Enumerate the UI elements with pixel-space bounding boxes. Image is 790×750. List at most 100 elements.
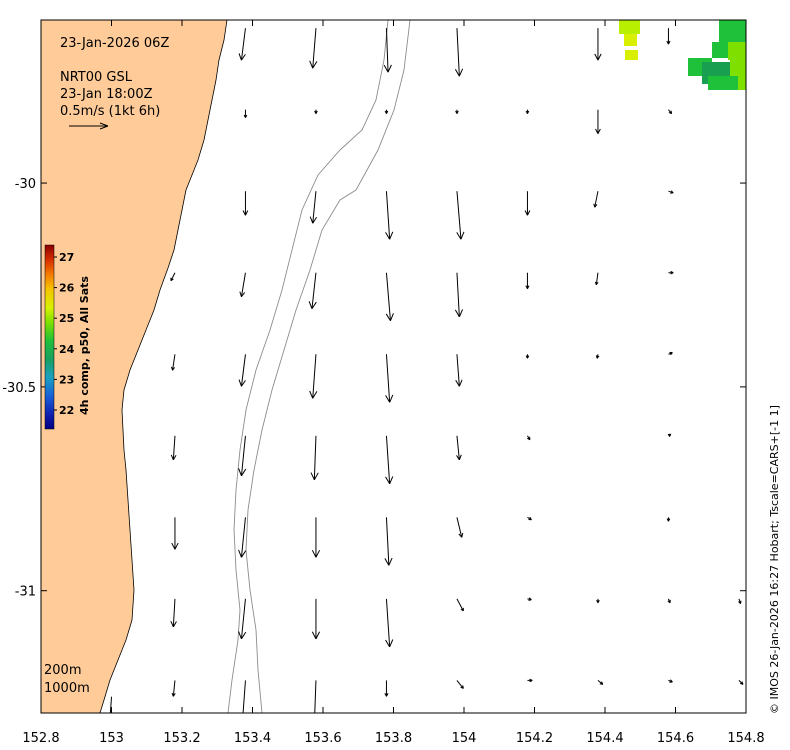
x-tick-label: 154.4 xyxy=(586,731,623,746)
colorbar-gradient xyxy=(44,244,55,430)
current-vector xyxy=(308,272,317,310)
x-axis: 152.8 153 153.2 153.4 153.6 153.8 154 154.2 154.… xyxy=(22,20,765,746)
current-vector xyxy=(384,517,393,566)
current-vector xyxy=(314,680,317,713)
current-vector xyxy=(738,680,744,685)
current-vector xyxy=(525,272,530,289)
colorbar-ticks: 27 26 25 24 23 22 xyxy=(54,251,75,417)
current-vector xyxy=(385,354,394,403)
current-vector xyxy=(666,28,671,45)
current-time-label: 23-Jan 18:00Z xyxy=(60,87,153,102)
current-vector xyxy=(238,435,247,477)
current-vector xyxy=(666,517,671,522)
scale-label: 0.5m/s (1kt 6h) xyxy=(60,104,160,119)
current-vector xyxy=(385,191,394,240)
current-vector xyxy=(109,696,112,713)
x-tick-label: 154.2 xyxy=(516,731,553,746)
current-vector xyxy=(456,191,465,240)
current-vector xyxy=(455,109,459,114)
current-vector xyxy=(171,517,179,550)
x-tick-label: 153.4 xyxy=(234,731,271,746)
isobath-legend: 200m 1000m xyxy=(44,663,90,696)
x-tick-label: 154.8 xyxy=(727,731,764,746)
sst-cell xyxy=(728,42,746,60)
sst-cell xyxy=(712,42,728,58)
current-vector xyxy=(527,435,531,441)
current-vector xyxy=(309,28,318,69)
current-vector xyxy=(455,354,463,387)
current-vector xyxy=(385,435,394,485)
current-vector xyxy=(309,354,318,399)
colorbar-tick-label: 23 xyxy=(59,373,74,386)
x-tick-label: 153.2 xyxy=(163,731,200,746)
x-tick-label: 153.8 xyxy=(375,731,412,746)
y-axis: -30 -30.5 -31 xyxy=(2,177,746,600)
current-vector xyxy=(525,354,530,359)
current-vector xyxy=(524,191,531,216)
current-vector xyxy=(594,272,599,286)
x-tick-label: 153 xyxy=(99,731,124,746)
valid-time-label: 23-Jan-2026 06Z xyxy=(60,36,169,51)
scale-arrow xyxy=(69,122,109,130)
current-vector xyxy=(456,517,464,538)
current-vector xyxy=(243,109,248,118)
current-vector xyxy=(238,28,246,61)
current-vector xyxy=(668,190,674,194)
sst-cell xyxy=(624,34,637,46)
colorbar-tick-label: 24 xyxy=(59,343,75,356)
isobath-1000m xyxy=(245,20,411,713)
current-vector xyxy=(239,272,246,298)
colorbar: 27 26 25 24 23 22 4h comp, p50, All Sats xyxy=(44,244,91,430)
current-vector xyxy=(456,435,462,461)
credit-text: © IMOS 26-Jan-2026 16:27 Hobart; Tscale=… xyxy=(768,405,781,714)
current-vector xyxy=(238,517,247,558)
current-vector xyxy=(385,598,394,648)
current-vector xyxy=(456,598,464,612)
sst-cell xyxy=(708,76,738,90)
current-vector xyxy=(527,597,532,601)
current-vector xyxy=(454,272,464,317)
x-tick-label: 152.8 xyxy=(22,731,59,746)
current-vector xyxy=(384,109,389,114)
current-vector xyxy=(170,435,177,461)
current-vector xyxy=(525,109,530,114)
current-vector xyxy=(383,28,392,73)
y-tick-label: -31 xyxy=(15,585,36,600)
current-vector xyxy=(238,598,247,640)
isobath-legend-200m: 200m xyxy=(44,663,81,678)
current-vector xyxy=(170,598,177,628)
x-tick-label: 154 xyxy=(452,731,477,746)
info-panel: 23-Jan-2026 06Z NRT00 GSL 23-Jan 18:00Z … xyxy=(60,36,169,130)
current-vector xyxy=(597,680,604,685)
current-vector xyxy=(668,270,674,275)
current-vector xyxy=(668,109,673,115)
sst-cell xyxy=(619,20,640,34)
current-vector xyxy=(310,435,319,481)
current-vector xyxy=(667,598,671,604)
current-vector xyxy=(385,272,394,322)
sst-patches xyxy=(619,20,746,90)
land-coastline xyxy=(41,20,228,713)
sst-cell xyxy=(719,20,746,42)
colorbar-tick-label: 27 xyxy=(59,251,74,264)
current-vector xyxy=(668,351,673,356)
current-vector xyxy=(171,680,176,697)
current-vector xyxy=(314,109,318,114)
colorbar-tick-label: 26 xyxy=(59,282,75,295)
current-vector xyxy=(454,28,464,77)
current-vector xyxy=(593,191,599,208)
current-vector xyxy=(527,516,532,521)
current-vector xyxy=(668,679,673,683)
current-vector xyxy=(384,680,389,697)
current-vector xyxy=(596,598,600,604)
current-vector xyxy=(309,191,317,224)
current-vector xyxy=(242,191,249,216)
current-vector xyxy=(595,354,600,359)
current-vector xyxy=(170,272,176,282)
current-vector xyxy=(238,354,246,387)
current-vectors xyxy=(109,28,744,713)
current-vector xyxy=(311,598,321,640)
colorbar-tick-label: 25 xyxy=(59,312,74,325)
current-vector xyxy=(595,109,601,134)
